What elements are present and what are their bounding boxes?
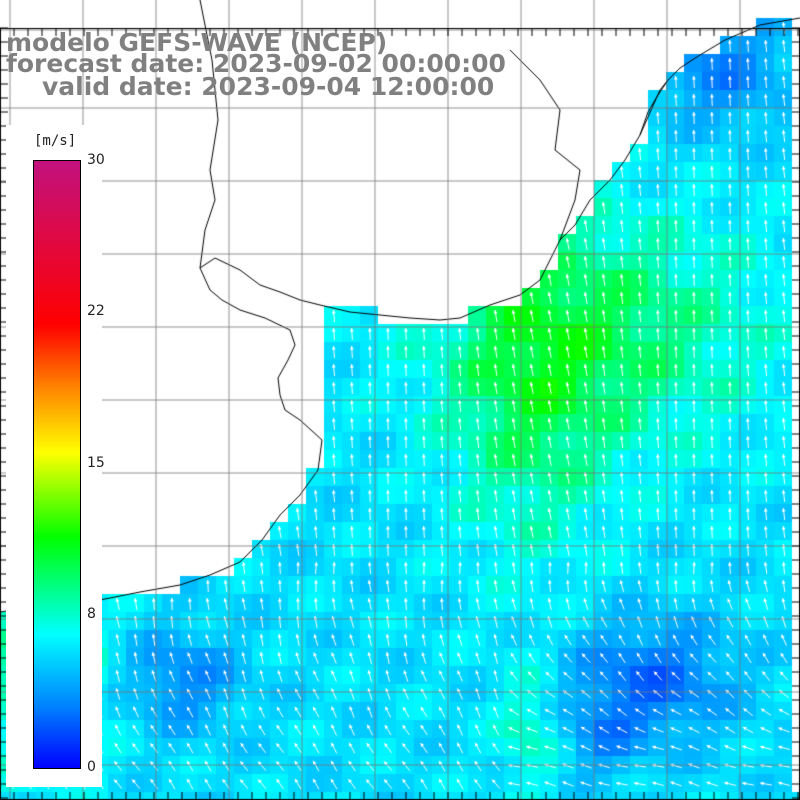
legend-tick-30: 30 (87, 152, 105, 168)
legend-unit: [m/s] (34, 133, 77, 149)
legend-tick-0: 0 (87, 759, 96, 775)
legend-tick-15: 15 (87, 455, 105, 471)
forecast-date: forecast date: 2023-09-02 00:00:00 (6, 49, 506, 78)
legend-tick-8: 8 (87, 606, 96, 622)
colorbar (33, 160, 81, 769)
model-title: modelo GEFS-WAVE (NCEP) (6, 28, 388, 57)
legend-tick-22: 22 (87, 303, 105, 319)
valid-date: valid date: 2023-09-04 12:00:00 (42, 72, 495, 101)
